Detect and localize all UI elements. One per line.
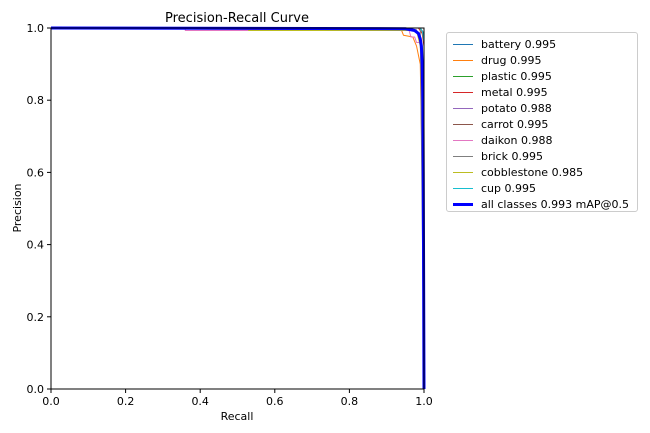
x-tick-label: 0.0 bbox=[42, 395, 60, 408]
series-line-10 bbox=[50, 26, 426, 390]
series-line-6 bbox=[51, 27, 425, 390]
x-tick-label: 0.8 bbox=[341, 395, 359, 408]
x-tick-label: 0.4 bbox=[191, 395, 209, 408]
x-axis-ticks: 0.0 0.2 0.4 0.6 0.8 1.0 bbox=[42, 389, 433, 408]
legend-item: drug 0.995 bbox=[453, 52, 637, 68]
legend-label: plastic 0.995 bbox=[481, 69, 552, 83]
x-tick-label: 0.2 bbox=[117, 395, 135, 408]
legend-label: metal 0.995 bbox=[481, 85, 548, 99]
legend-swatch bbox=[453, 171, 473, 173]
legend-item: metal 0.995 bbox=[453, 84, 637, 100]
legend-label: cobblestone 0.985 bbox=[481, 165, 584, 179]
series-line-8 bbox=[51, 27, 425, 390]
chart-legend: battery 0.995 drug 0.995 plastic 0.995 meta… bbox=[446, 32, 638, 212]
y-tick-label: 0.4 bbox=[27, 239, 45, 252]
y-tick-label: 0.6 bbox=[27, 166, 45, 179]
y-tick-label: 0.8 bbox=[27, 94, 45, 107]
legend-swatch bbox=[453, 155, 473, 157]
y-tick-label: 1.0 bbox=[27, 22, 45, 35]
legend-item: cobblestone 0.985 bbox=[453, 164, 637, 180]
legend-label: drug 0.995 bbox=[481, 53, 542, 67]
legend-swatch bbox=[453, 107, 473, 109]
series-line-3 bbox=[51, 27, 425, 389]
series-line-7 bbox=[51, 27, 425, 390]
series-line-1 bbox=[50, 27, 425, 390]
x-tick-label: 1.0 bbox=[415, 395, 433, 408]
legend-item: plastic 0.995 bbox=[453, 68, 637, 84]
legend-item: potato 0.988 bbox=[453, 100, 637, 116]
legend-item: battery 0.995 bbox=[453, 36, 637, 52]
legend-label: carrot 0.995 bbox=[481, 117, 549, 131]
plot-lines bbox=[50, 26, 426, 390]
legend-item: all classes 0.993 mAP@0.5 bbox=[453, 196, 637, 212]
legend-swatch bbox=[453, 139, 473, 141]
legend-item: daikon 0.988 bbox=[453, 132, 637, 148]
chart-title: Precision-Recall Curve bbox=[165, 11, 309, 26]
series-line-9 bbox=[51, 27, 425, 389]
legend-item: brick 0.995 bbox=[453, 148, 637, 164]
y-tick-label: 0.2 bbox=[27, 311, 45, 324]
legend-swatch bbox=[453, 59, 473, 61]
legend-swatch bbox=[453, 187, 473, 189]
legend-label: all classes 0.993 mAP@0.5 bbox=[481, 197, 630, 211]
series-line-0 bbox=[51, 27, 425, 389]
legend-swatch bbox=[453, 202, 473, 206]
y-axis-label: Precision bbox=[11, 183, 24, 232]
y-tick-label: 0.0 bbox=[27, 383, 45, 396]
legend-label: battery 0.995 bbox=[481, 37, 557, 51]
legend-item: cup 0.995 bbox=[453, 180, 637, 196]
x-tick-label: 0.6 bbox=[266, 395, 284, 408]
legend-swatch bbox=[453, 43, 473, 45]
legend-label: cup 0.995 bbox=[481, 181, 536, 195]
legend-label: brick 0.995 bbox=[481, 149, 543, 163]
legend-label: potato 0.988 bbox=[481, 101, 552, 115]
legend-swatch bbox=[453, 75, 473, 77]
series-line-5 bbox=[51, 27, 425, 389]
legend-label: daikon 0.988 bbox=[481, 133, 553, 147]
legend-swatch bbox=[453, 123, 473, 125]
y-axis-ticks: 0.0 0.2 0.4 0.6 0.8 1.0 bbox=[27, 22, 51, 396]
plot-frame bbox=[50, 27, 425, 390]
x-axis-label: Recall bbox=[221, 410, 254, 423]
legend-item: carrot 0.995 bbox=[453, 116, 637, 132]
legend-swatch bbox=[453, 91, 473, 93]
series-line-2 bbox=[51, 27, 425, 389]
series-line-4 bbox=[50, 27, 425, 390]
